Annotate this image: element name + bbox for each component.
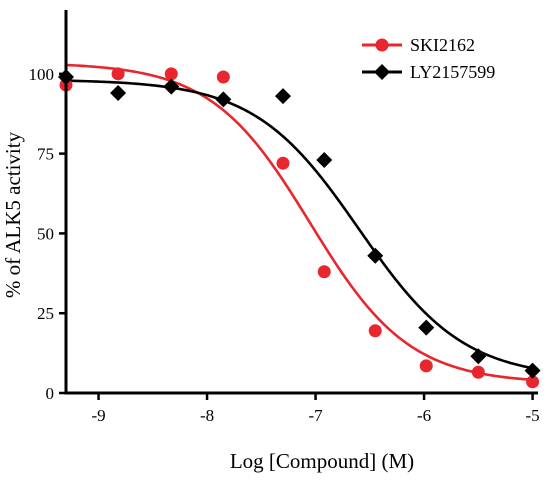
legend-label-ly2157599: LY2157599 [410,62,495,82]
legend-marker-ly2157599 [374,64,390,80]
legend-label-ski2162: SKI2162 [410,35,475,55]
fit-curves [65,63,539,382]
y-axis-title: % of ALK5 activity [1,131,25,298]
x-tick-label: -5 [525,406,539,425]
data-point-ski2162 [526,375,540,389]
data-points [58,67,541,389]
y-tick-label: 50 [37,224,54,243]
data-point-ly2157599 [215,91,232,108]
x-axis-title: Log [Compound] (M) [230,449,414,473]
data-point-ly2157599 [275,88,292,105]
y-tick-label: 25 [37,304,54,323]
ticks: 0 25 50 75 100 -9 -8 -7 -6 -5 [29,65,540,425]
x-tick-label: -8 [200,406,214,425]
data-point-ski2162 [368,324,382,338]
y-tick-label: 0 [46,384,55,403]
data-point-ly2157599 [316,152,333,169]
data-point-ski2162 [216,70,230,84]
fit-curve-ski2162 [65,63,539,382]
x-tick-label: -6 [417,406,431,425]
fit-curve-ly2157599 [65,79,539,371]
data-point-ski2162 [471,365,485,379]
x-tick-label: -9 [91,406,105,425]
legend: SKI2162 LY2157599 [362,35,495,82]
data-point-ly2157599 [470,348,487,365]
data-point-ly2157599 [418,319,435,336]
x-tick-label: -7 [308,406,323,425]
data-point-ski2162 [164,67,178,81]
y-tick-label: 100 [29,65,55,84]
y-tick-label: 75 [37,145,54,164]
data-point-ski2162 [111,67,125,81]
data-point-ski2162 [419,359,433,373]
data-point-ly2157599 [367,247,384,264]
data-point-ski2162 [317,265,331,279]
legend-marker-ski2162 [375,38,389,52]
data-point-ski2162 [276,156,290,170]
data-point-ly2157599 [524,362,541,379]
data-point-ly2157599 [163,78,180,95]
data-point-ly2157599 [110,84,127,101]
